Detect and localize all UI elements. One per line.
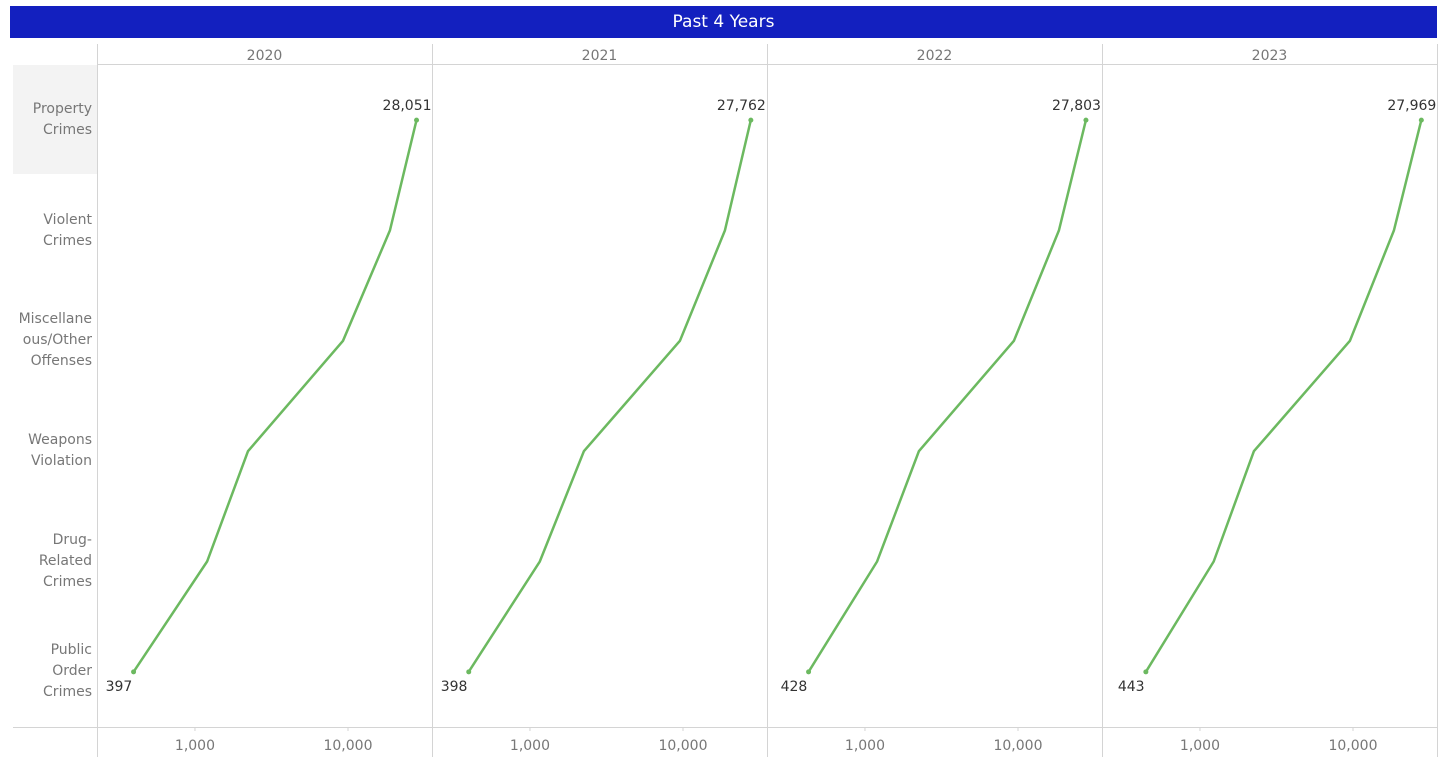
panel-header: 2020 (247, 48, 283, 64)
point (414, 117, 420, 123)
panel-header: 2022 (917, 48, 953, 64)
data-label: 397 (106, 679, 133, 695)
data-label: 27,969 (1387, 98, 1436, 114)
panel-header: 2023 (1252, 48, 1288, 64)
data-label: 27,762 (717, 98, 766, 114)
line (467, 119, 753, 673)
row-label: Public Order Crimes (43, 642, 92, 701)
x-tick-label: 10,000 (993, 738, 1042, 754)
data-label: 28,051 (383, 98, 432, 114)
row-label: Weapons Violation (28, 432, 92, 470)
point (1143, 669, 1149, 675)
point (806, 669, 812, 675)
row-label: Violent Crimes (43, 211, 92, 249)
row-label: Property Crimes (32, 101, 92, 139)
point (1418, 117, 1424, 123)
line (807, 119, 1088, 673)
x-tick-label: 1,000 (510, 738, 550, 754)
x-tick-label: 1,000 (845, 738, 885, 754)
line (132, 119, 418, 673)
x-tick-label: 10,000 (1328, 738, 1377, 754)
row-label: Drug-Related Crimes (38, 532, 92, 590)
data-label: 398 (441, 679, 468, 695)
data-label: 27,803 (1052, 98, 1101, 114)
point (748, 117, 754, 123)
data-label: 443 (1118, 679, 1145, 695)
point (131, 669, 137, 675)
x-tick-label: 10,000 (323, 738, 372, 754)
panel-header: 2021 (582, 48, 618, 64)
x-tick-label: 1,000 (1180, 738, 1220, 754)
line (1144, 119, 1423, 673)
x-tick-label: 1,000 (175, 738, 215, 754)
row-label: Miscellaneous/Other Offenses (18, 311, 92, 370)
point (466, 669, 472, 675)
point (1083, 117, 1089, 123)
row-highlight (13, 65, 97, 174)
x-tick-label: 10,000 (658, 738, 707, 754)
data-label: 428 (781, 679, 808, 695)
chart-title: Past 4 Years (10, 6, 1437, 38)
